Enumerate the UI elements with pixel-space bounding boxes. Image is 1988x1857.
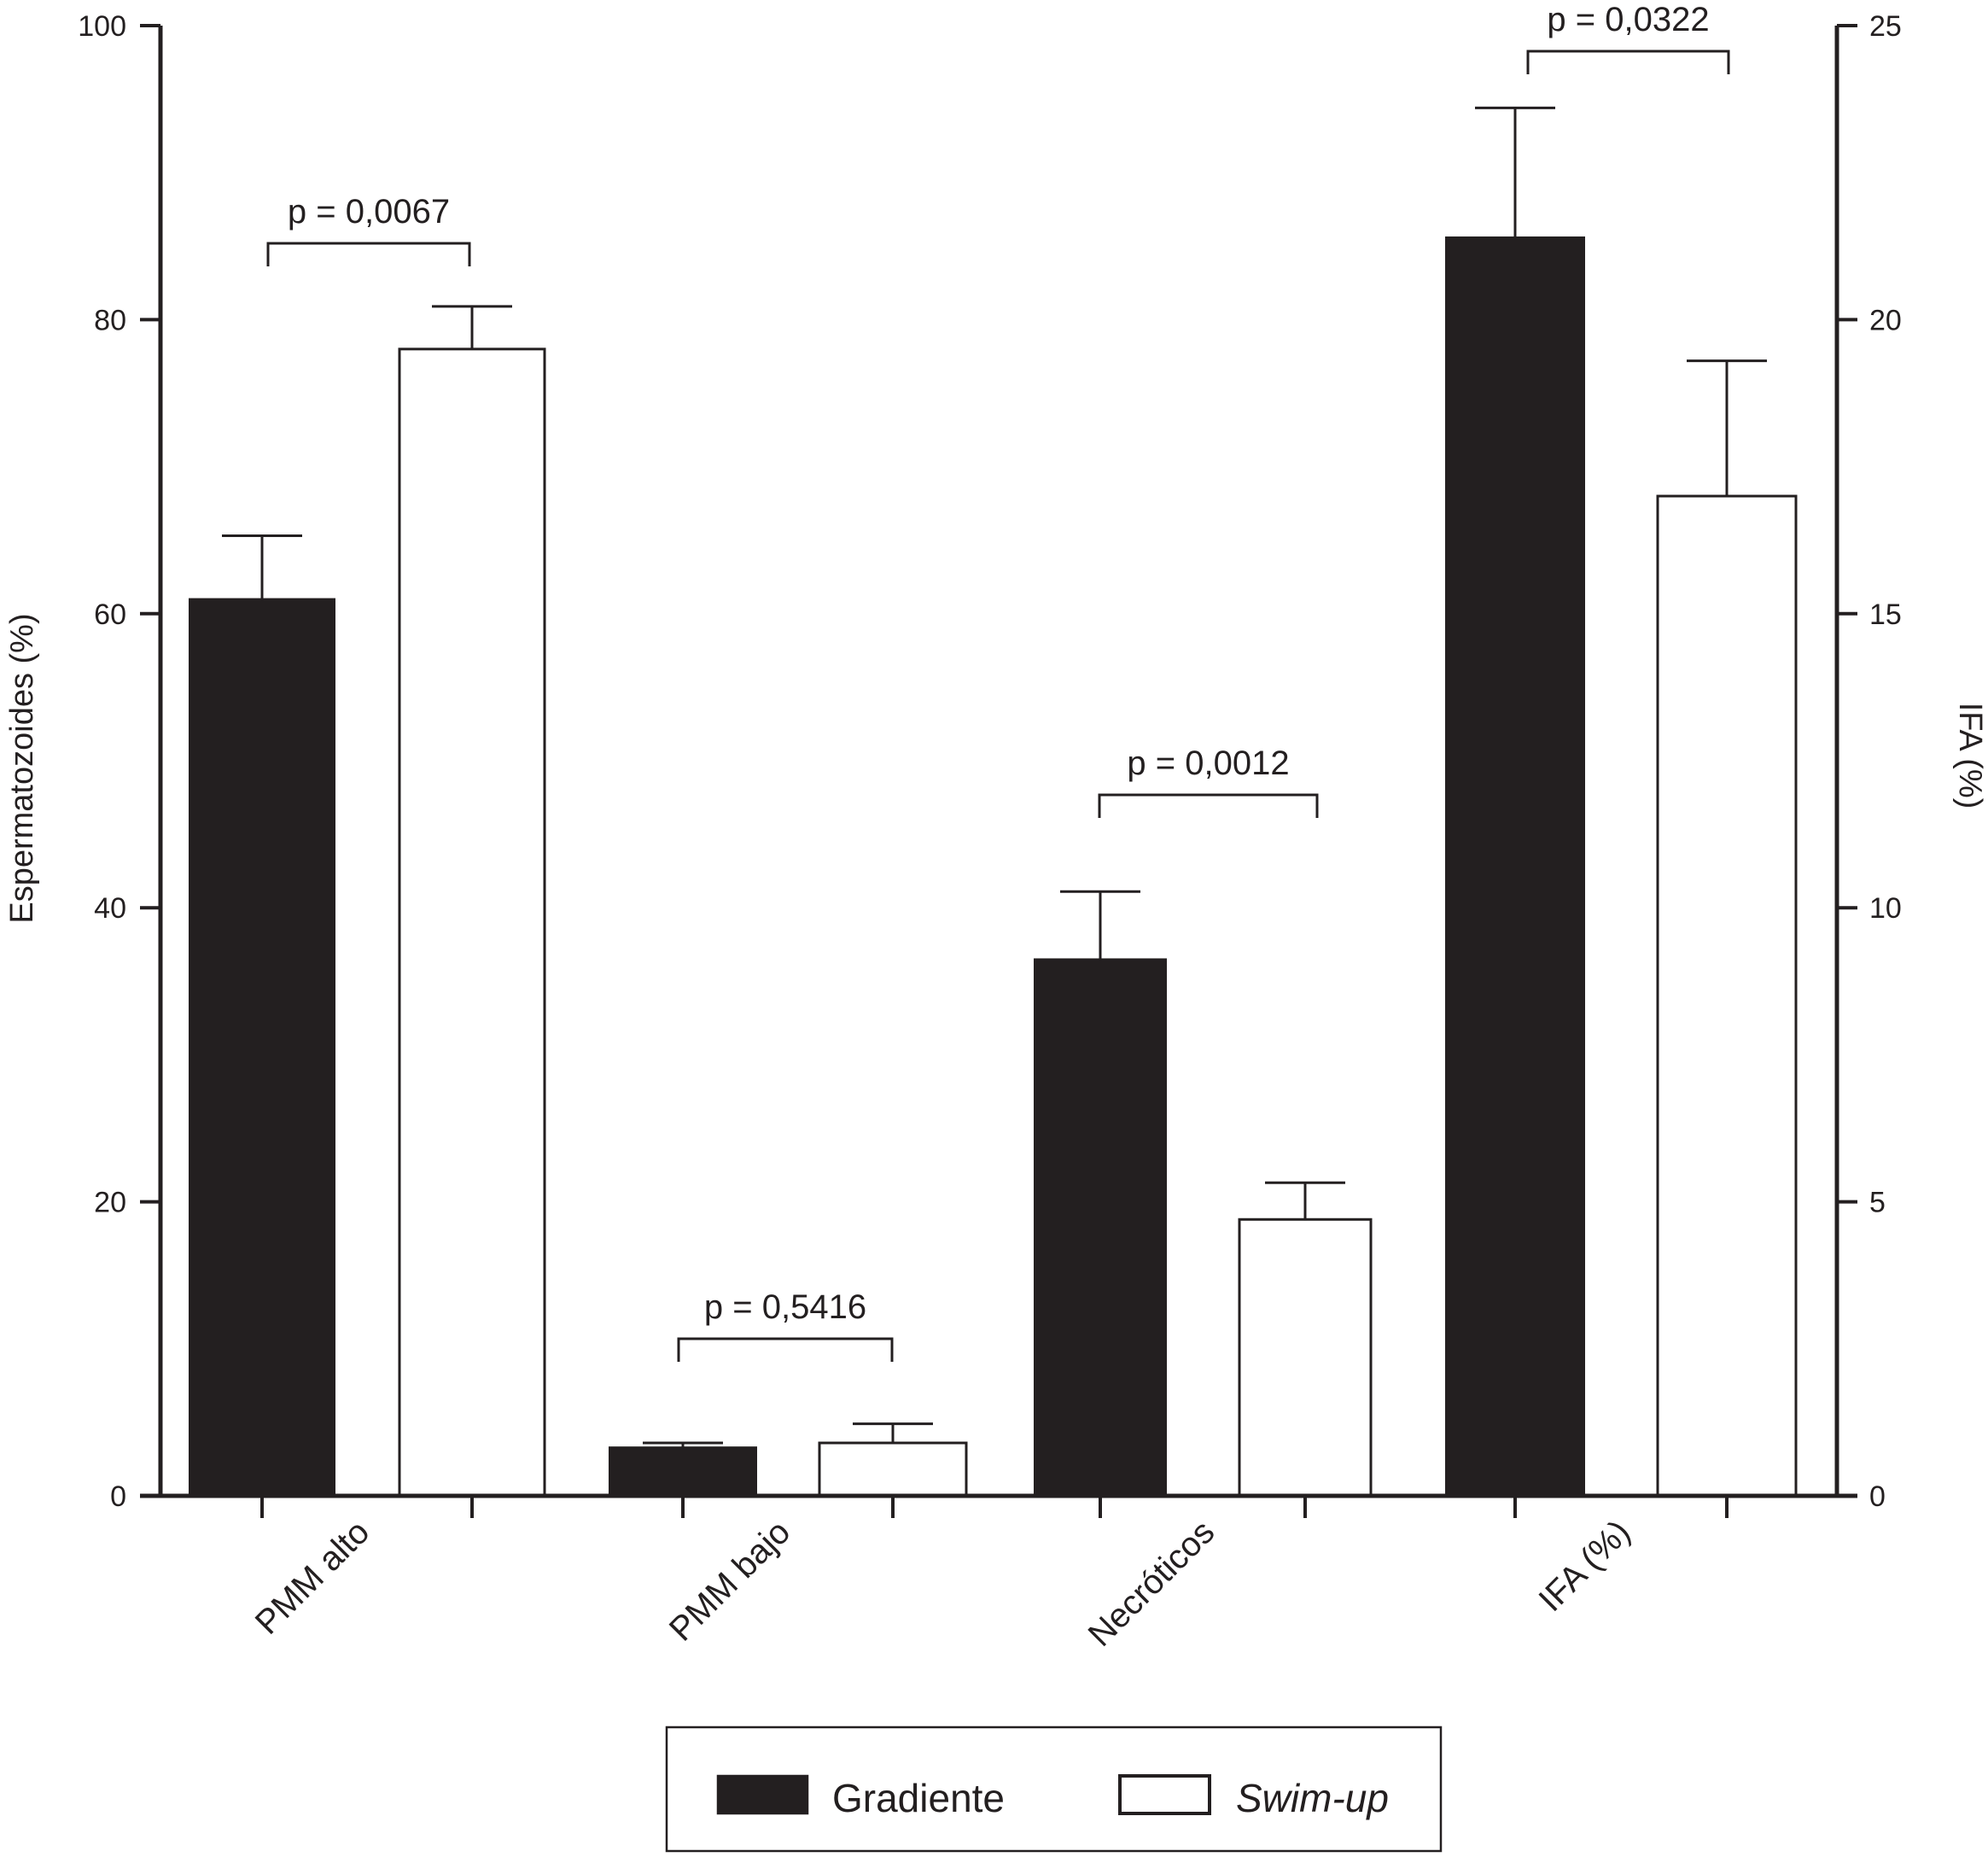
category-label-pmm-alto: PMM alto — [248, 1513, 377, 1642]
legend-label-gradiente: Gradiente — [832, 1776, 1005, 1820]
error-bars-layer — [222, 106, 1767, 1448]
bar-pmm-alto-gradiente — [189, 598, 335, 1498]
y-axis-title: Espermatozoides (%) — [4, 613, 40, 923]
category-labels-layer: PMM alto PMM bajo Necróticos IFA (%) — [248, 1513, 1638, 1654]
legend-swatch-gradiente — [716, 1774, 809, 1815]
significance-brackets-layer: p = 0,0067 p = 0,5416 p = 0,0012 p = 0,0322 — [266, 1, 1730, 1362]
category-label-ifa: IFA (%) — [1532, 1513, 1638, 1619]
y-tick-label-100: 100 — [78, 10, 126, 43]
y2-tick-label-20: 20 — [1869, 304, 1902, 336]
bar-necroticos-swim-up — [1238, 1218, 1373, 1498]
category-label-pmm-bajo: PMM bajo — [662, 1513, 797, 1648]
error-bar-pmm-bajo-swim-up — [853, 1422, 933, 1444]
error-bar-necroticos-swim-up — [1265, 1181, 1345, 1220]
bar-pmm-bajo-gradiente — [609, 1446, 757, 1497]
legend: Gradiente Swim-up — [665, 1726, 1443, 1853]
bar-necroticos-gradiente — [1034, 958, 1167, 1497]
y-tick-label-80: 80 — [94, 304, 126, 336]
p-value-pmm-alto: p = 0,0067 — [288, 193, 450, 231]
bar-ifa-gradiente — [1445, 236, 1585, 1497]
legend-label-swim-up: Swim-up — [1236, 1776, 1389, 1820]
y2-axis-title: IFA (%) — [1952, 703, 1988, 809]
significance-bracket-ifa — [1526, 50, 1730, 74]
error-bar-pmm-alto-swim-up — [432, 305, 512, 349]
p-value-necroticos: p = 0,0012 — [1127, 745, 1289, 782]
category-label-necroticos: Necróticos — [1081, 1513, 1222, 1654]
axes-layer — [140, 26, 1857, 1498]
significance-bracket-pmm-bajo — [677, 1337, 894, 1362]
bar-pmm-bajo-swim-up — [818, 1441, 968, 1498]
error-bar-ifa-swim-up — [1687, 359, 1767, 497]
y-tick-label-60: 60 — [94, 599, 126, 631]
ticks-layer: 0 20 40 60 80 100 0 5 10 15 20 25 — [78, 10, 1902, 1518]
significance-bracket-pmm-alto — [266, 242, 471, 266]
y-tick-label-40: 40 — [94, 892, 126, 925]
p-value-ifa: p = 0,0322 — [1547, 1, 1709, 38]
y2-tick-label-10: 10 — [1869, 892, 1902, 925]
y-tick-label-20: 20 — [94, 1187, 126, 1219]
bar-ifa-swim-up — [1656, 494, 1798, 1498]
y2-tick-label-0: 0 — [1869, 1480, 1886, 1513]
legend-swatch-swim-up — [1118, 1774, 1211, 1815]
error-bar-necroticos-gradiente — [1060, 890, 1140, 960]
error-bar-pmm-alto-gradiente — [222, 534, 302, 599]
p-value-pmm-bajo: p = 0,5416 — [704, 1288, 866, 1326]
bars-layer — [189, 236, 1798, 1498]
y2-tick-label-5: 5 — [1869, 1187, 1886, 1219]
significance-bracket-necroticos — [1098, 793, 1319, 818]
y2-tick-label-25: 25 — [1869, 10, 1902, 43]
y2-tick-label-15: 15 — [1869, 599, 1902, 631]
y-tick-label-0: 0 — [110, 1480, 126, 1513]
bar-pmm-alto-swim-up — [398, 347, 546, 1498]
error-bar-ifa-gradiente — [1475, 106, 1555, 237]
error-bar-pmm-bajo-gradiente — [643, 1441, 723, 1448]
